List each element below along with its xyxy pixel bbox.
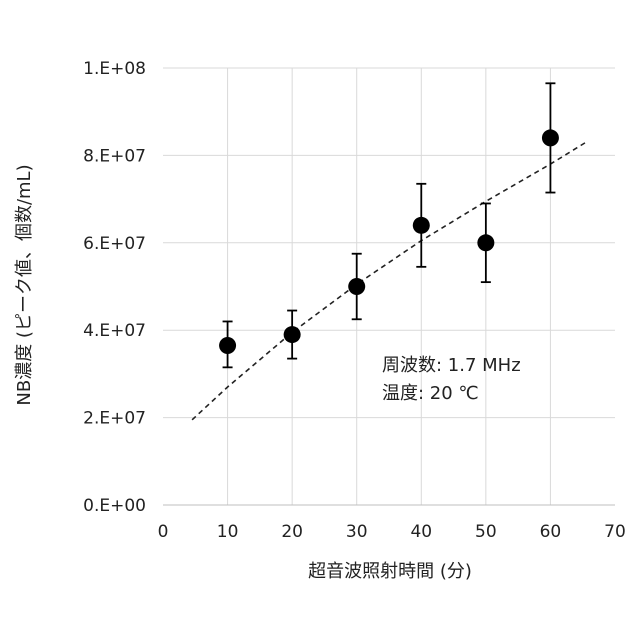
y-tick-label: 0.E+00 [83,496,146,516]
data-point [219,337,236,354]
x-tick-label: 30 [346,522,368,542]
data-point [413,217,430,234]
annotation-temperature: 温度: 20 ℃ [382,383,479,404]
y-axis-title: NB濃度 (ピーク値、個数/mL) [14,164,35,405]
data-point [542,129,559,146]
x-axis-title: 超音波照射時間 (分) [308,561,472,582]
data-point [284,326,301,343]
y-tick-label: 6.E+07 [83,234,146,254]
x-tick-label: 60 [540,522,562,542]
x-tick-label: 20 [281,522,303,542]
y-tick-label: 1.E+08 [83,59,146,79]
x-tick-label: 70 [604,522,626,542]
y-tick-label: 4.E+07 [83,321,146,341]
data-point [477,234,494,251]
x-tick-label: 10 [217,522,239,542]
x-tick-label: 50 [475,522,497,542]
y-tick-label: 8.E+07 [83,146,146,166]
x-tick-label: 40 [410,522,432,542]
x-tick-label: 0 [158,522,169,542]
data-point [348,278,365,295]
annotation-frequency: 周波数: 1.7 MHz [382,355,521,376]
y-tick-label: 2.E+07 [83,409,146,429]
